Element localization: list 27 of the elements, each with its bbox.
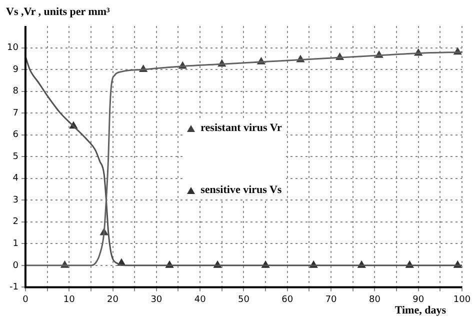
- y-tick-label: 2: [12, 217, 18, 228]
- x-tick-label: 0: [22, 294, 29, 305]
- y-tick-label: 10: [7, 43, 19, 54]
- x-tick-label: 30: [150, 294, 162, 305]
- legend-label: resistant virus Vr: [200, 122, 282, 134]
- y-tick-label: 1: [12, 239, 18, 250]
- y-tick-label: 9: [12, 64, 19, 75]
- y-tick-label: 6: [12, 130, 19, 140]
- x-tick-label: 60: [282, 294, 294, 305]
- x-tick-label: 80: [368, 294, 381, 305]
- x-tick-label: 90: [412, 294, 424, 305]
- y-axis-title: Vs ,Vr , units per mm³: [6, 6, 111, 18]
- x-tick-label: 20: [107, 294, 119, 305]
- x-tick-label: 10: [63, 294, 76, 305]
- y-tick-label: 8: [12, 86, 19, 97]
- y-tick-label: 7: [12, 108, 18, 118]
- y-tick-label: -1: [9, 282, 18, 293]
- legend-label: sensitive virus Vs: [200, 184, 282, 196]
- x-tick-label: 40: [194, 294, 206, 305]
- y-tick-label: 5: [12, 152, 18, 162]
- x-tick-label: 70: [325, 294, 338, 305]
- y-tick-label: 3: [12, 195, 18, 206]
- y-tick-label: 4: [12, 174, 19, 184]
- y-tick-label: 0: [12, 260, 19, 271]
- x-tick-label: 100: [453, 294, 471, 305]
- x-tick-label: 50: [238, 294, 250, 305]
- x-axis-title: Time, days: [394, 304, 447, 317]
